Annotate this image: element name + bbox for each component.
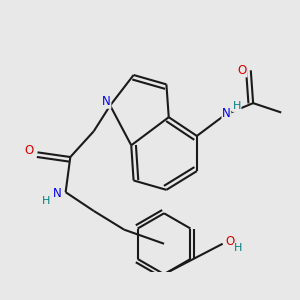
Text: O: O: [225, 235, 234, 248]
Text: O: O: [238, 64, 247, 77]
Text: H: H: [42, 196, 50, 206]
Text: H: H: [234, 243, 242, 254]
Text: N: N: [222, 107, 231, 120]
Text: O: O: [24, 144, 34, 158]
Text: N: N: [102, 95, 111, 108]
Text: H: H: [232, 101, 241, 111]
Text: N: N: [53, 187, 62, 200]
